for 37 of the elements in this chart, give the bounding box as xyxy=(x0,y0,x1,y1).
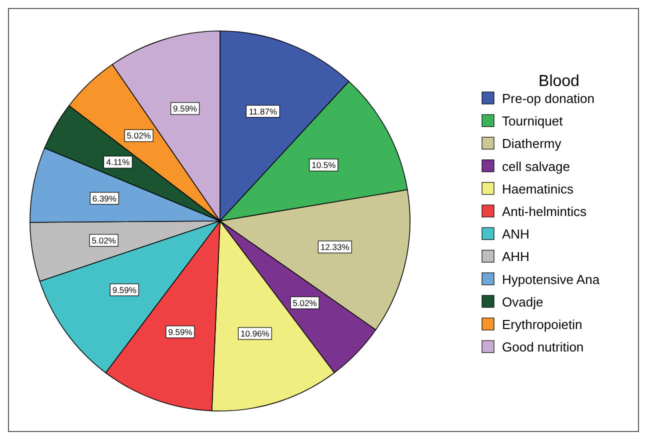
legend-label: Erythropoietin xyxy=(502,317,582,332)
data-label: 10.5% xyxy=(312,160,336,170)
label-box: 11.87% xyxy=(246,105,280,118)
label-box: 9.59% xyxy=(166,326,195,338)
label-box: 6.39% xyxy=(90,192,119,205)
legend-label: Diathermy xyxy=(502,136,562,152)
data-label: 10.96% xyxy=(240,328,270,338)
label-box: 4.11% xyxy=(103,156,133,168)
data-label: 5.02% xyxy=(126,130,152,141)
data-label: 5.02% xyxy=(92,235,116,246)
data-label: 11.87% xyxy=(248,106,278,116)
label-box: 10.5% xyxy=(309,158,338,172)
label-box: 5.02% xyxy=(290,296,320,310)
data-label: 12.33% xyxy=(320,242,350,252)
data-label: 4.11% xyxy=(106,157,130,168)
data-label: 6.39% xyxy=(92,193,117,204)
legend-label: AHH xyxy=(502,249,530,264)
data-label: 5.02% xyxy=(292,298,318,308)
label-box: 5.02% xyxy=(124,129,154,142)
data-label: 9.59% xyxy=(112,284,137,295)
legend-title: Blood xyxy=(538,73,580,90)
legend-label: Haematinics xyxy=(502,181,574,196)
legend-label: Good nutrition xyxy=(502,340,584,355)
legend-label: Pre-op donation xyxy=(502,91,595,106)
legend-label: Tourniquet xyxy=(502,114,564,129)
legend-label: Ovadje xyxy=(502,294,544,310)
data-label: 9.59% xyxy=(168,326,193,337)
label-box: 9.59% xyxy=(170,102,200,115)
label-box: 12.33% xyxy=(318,240,352,254)
legend-label: ANH xyxy=(502,226,530,242)
data-label: 9.59% xyxy=(172,104,198,114)
legend-label: Hypotensive Ana xyxy=(502,272,600,287)
label-box: 9.59% xyxy=(110,284,139,296)
legend-label: Anti-helmintics xyxy=(502,204,588,219)
label-box: 5.02% xyxy=(89,234,118,247)
label-box: 10.96% xyxy=(238,327,272,340)
legend-label: cell salvage xyxy=(502,158,570,174)
